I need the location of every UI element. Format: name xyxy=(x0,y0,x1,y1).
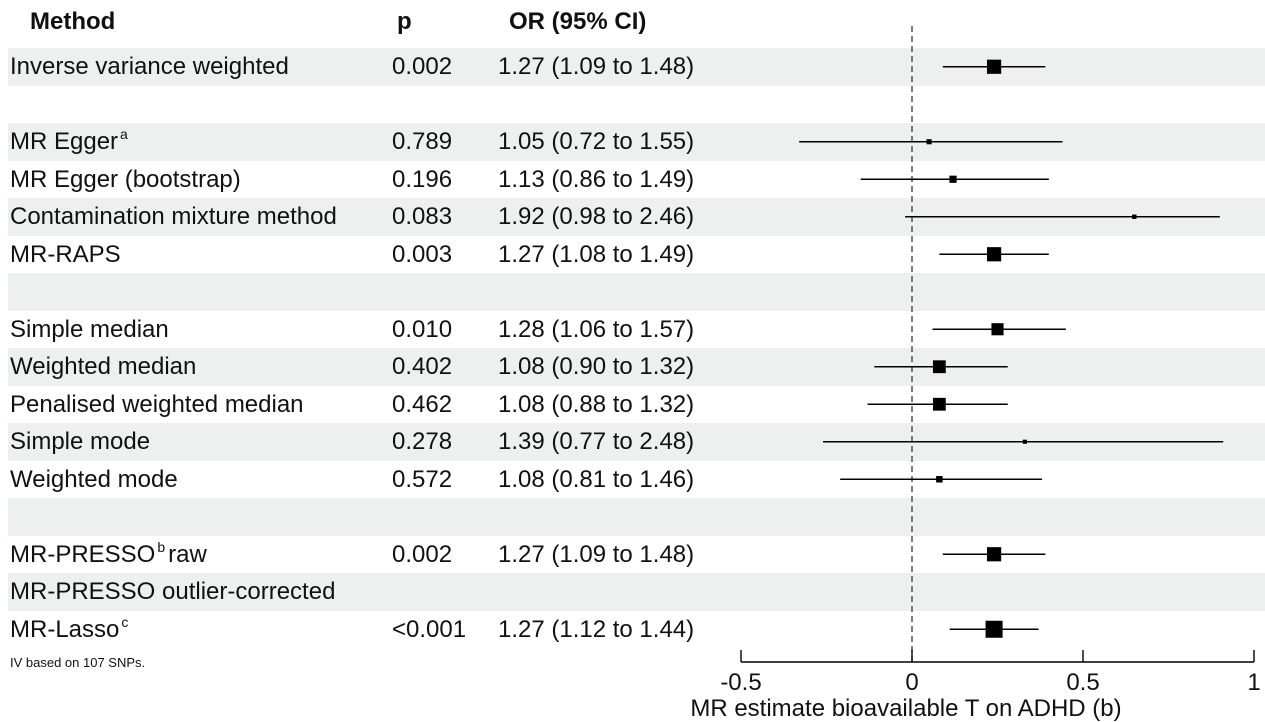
method-name: MR Egger xyxy=(10,128,119,155)
method-name: Weighted median xyxy=(10,353,197,380)
method-label: Inverse variance weighted xyxy=(10,48,289,86)
table-row: Weighted mode 0.572 1.08 (0.81 to 1.46) xyxy=(8,461,1265,499)
point-estimate xyxy=(926,139,932,145)
method-label: Simple median xyxy=(10,311,169,349)
odds-ratio-ci: 1.05 (0.72 to 1.55) xyxy=(498,128,695,155)
p-value: 0.789 xyxy=(392,128,453,155)
x-axis-label: MR estimate bioavailable T on ADHD (b) xyxy=(690,695,1121,722)
method-name: MR-Lasso xyxy=(10,615,120,643)
table-row: Penalised weighted median 0.462 1.08 (0.88… xyxy=(8,386,1265,424)
point-estimate xyxy=(985,620,1003,638)
p-value: 0.010 xyxy=(392,315,453,343)
method-name: Weighted mode xyxy=(10,465,178,493)
table-row: MR-Lasso c <0.001 1.27 (1.12 to 1.44) xyxy=(8,611,1265,649)
p-value: 0.462 xyxy=(392,390,453,418)
point-estimate xyxy=(991,323,1004,336)
method-name: Contamination mixture method xyxy=(10,203,337,230)
method-name: Simple median xyxy=(10,315,169,343)
table-row: MR-PRESSO b raw 0.002 1.27 (1.09 to 1.48) xyxy=(8,536,1265,574)
table-row: Inverse variance weighted 0.002 1.27 (1.09… xyxy=(8,48,1265,86)
method-label: MR-PRESSO outlier-corrected xyxy=(10,573,335,611)
p-value: 0.572 xyxy=(392,465,453,493)
point-estimate xyxy=(1022,439,1027,444)
point-estimate xyxy=(986,547,1002,562)
method-label: Contamination mixture method xyxy=(10,198,337,236)
p-value: 0.278 xyxy=(392,428,453,455)
odds-ratio-ci: 1.39 (0.77 to 2.48) xyxy=(498,428,695,455)
method-label: MR-PRESSO b raw xyxy=(10,536,207,574)
column-header-p: p xyxy=(397,8,412,35)
point-estimate xyxy=(936,476,943,483)
method-label: Weighted mode xyxy=(10,461,178,499)
x-tick-label: 0.5 xyxy=(1066,669,1099,696)
odds-ratio-ci: 1.27 (1.08 to 1.49) xyxy=(498,240,695,268)
method-name: MR-PRESSO xyxy=(10,540,156,568)
p-value: 0.402 xyxy=(392,353,453,380)
point-estimate xyxy=(949,175,957,183)
method-label: Simple mode xyxy=(10,423,150,461)
column-header-or: OR (95% CI) xyxy=(509,8,647,35)
odds-ratio-ci: 1.27 (1.09 to 1.48) xyxy=(498,540,695,568)
method-footnote-marker: a xyxy=(120,126,128,142)
column-header-method: Method xyxy=(30,8,116,35)
method-suffix: raw xyxy=(168,540,207,568)
method-name: MR-RAPS xyxy=(10,240,121,268)
odds-ratio-ci: 1.08 (0.90 to 1.32) xyxy=(498,353,695,380)
table-row: MR-PRESSO outlier-corrected xyxy=(8,573,1265,611)
point-estimate xyxy=(932,397,946,411)
p-value: 0.003 xyxy=(392,240,453,268)
point-estimate xyxy=(932,360,946,374)
method-label: Weighted median xyxy=(10,348,196,386)
table-row: Simple median 0.010 1.28 (1.06 to 1.57) xyxy=(8,311,1265,349)
table-row: MR Egger (bootstrap) 0.196 1.13 (0.86 to 1… xyxy=(8,161,1265,199)
odds-ratio-ci: 1.08 (0.88 to 1.32) xyxy=(498,390,695,418)
method-name: Simple mode xyxy=(10,428,151,455)
footnote: IV based on 107 SNPs. xyxy=(10,655,146,670)
point-estimate xyxy=(986,59,1002,74)
p-value: 0.083 xyxy=(392,203,453,230)
p-value: 0.196 xyxy=(392,165,453,193)
method-name: MR Egger (bootstrap) xyxy=(10,165,241,193)
method-label: MR Egger a xyxy=(10,123,131,161)
method-label: Penalised weighted median xyxy=(10,386,304,424)
table-row: MR Egger a 0.789 1.05 (0.72 to 1.55) xyxy=(8,123,1265,161)
table-row xyxy=(8,273,1265,311)
p-value: 0.002 xyxy=(392,540,453,568)
method-footnote-marker: b xyxy=(157,538,166,555)
table-row: Weighted median 0.402 1.08 (0.90 to 1.32) xyxy=(8,348,1265,386)
method-label: MR-RAPS xyxy=(10,236,121,274)
point-estimate xyxy=(986,247,1002,262)
table-rows: Inverse variance weighted 0.002 1.27 (1.09… xyxy=(8,48,1265,648)
method-footnote-marker: c xyxy=(121,613,129,630)
odds-ratio-ci: 1.08 (0.81 to 1.46) xyxy=(498,465,695,493)
table-row xyxy=(8,498,1265,536)
p-value: <0.001 xyxy=(392,615,467,643)
odds-ratio-ci: 1.92 (0.98 to 2.46) xyxy=(498,203,695,230)
point-estimate xyxy=(1132,214,1137,219)
x-tick-label: -0.5 xyxy=(720,669,761,696)
method-label: MR Egger (bootstrap) xyxy=(10,161,241,199)
x-tick-label: 0 xyxy=(905,669,918,696)
method-name: MR-PRESSO outlier-corrected xyxy=(10,578,336,605)
odds-ratio-ci: 1.27 (1.09 to 1.48) xyxy=(498,53,695,80)
p-value: 0.002 xyxy=(392,53,453,80)
odds-ratio-ci: 1.28 (1.06 to 1.57) xyxy=(498,315,695,343)
method-name: Penalised weighted median xyxy=(10,390,304,418)
method-label: MR-Lasso c xyxy=(10,611,131,649)
table-row: MR-RAPS 0.003 1.27 (1.08 to 1.49) xyxy=(8,236,1265,274)
odds-ratio-ci: 1.13 (0.86 to 1.49) xyxy=(498,165,695,193)
method-name: Inverse variance weighted xyxy=(10,53,289,80)
x-tick-label: 1 xyxy=(1247,669,1260,696)
odds-ratio-ci: 1.27 (1.12 to 1.44) xyxy=(498,615,695,643)
